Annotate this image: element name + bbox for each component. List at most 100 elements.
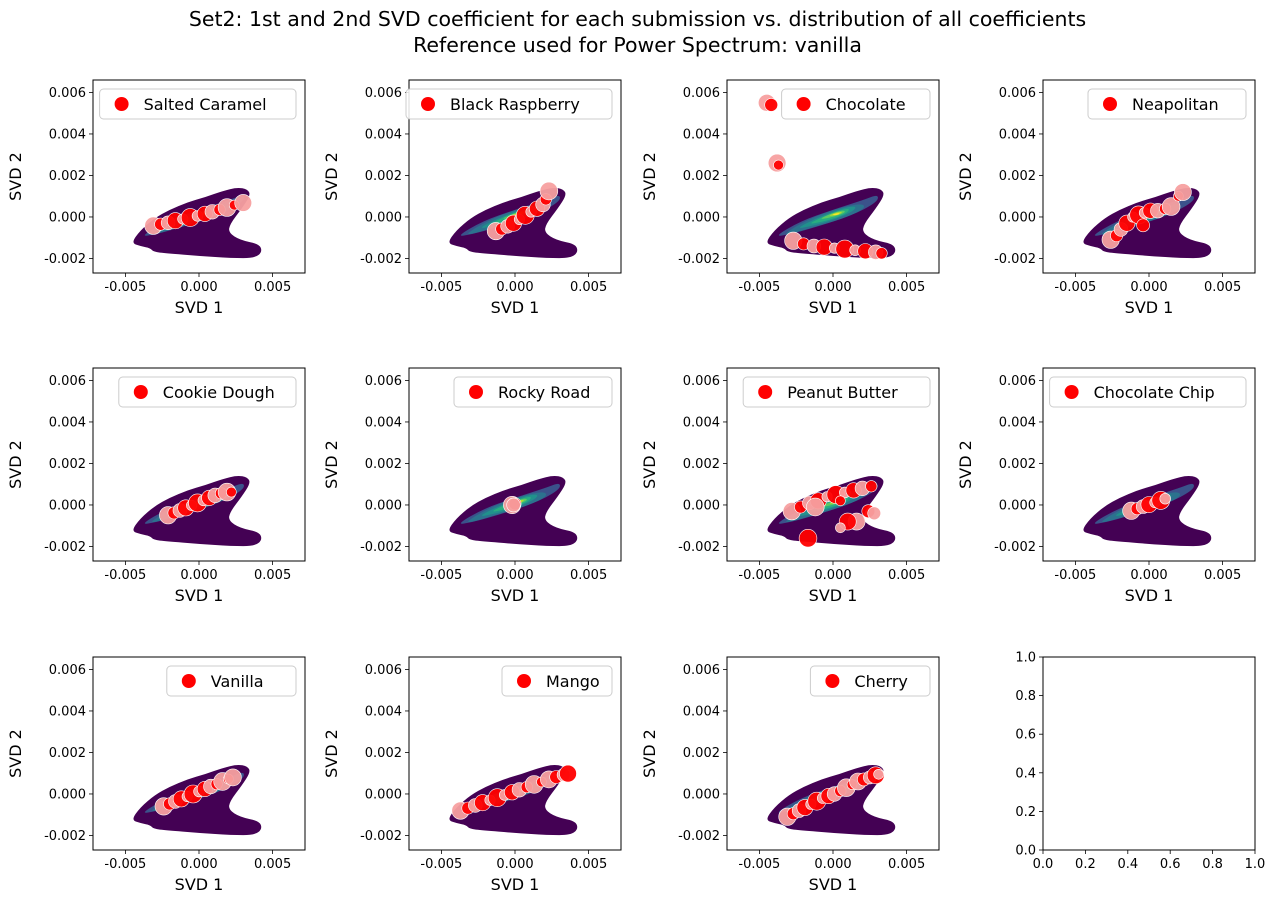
data-point	[1174, 183, 1192, 201]
data-point	[234, 194, 252, 212]
data-point	[1159, 493, 1171, 505]
y-tick-label: 0.000	[683, 787, 720, 802]
x-tick-label: -0.005	[1054, 280, 1096, 295]
x-tick-label: -0.005	[420, 568, 462, 583]
x-axis-label: SVD 1	[491, 298, 540, 317]
x-axis-label: SVD 1	[1125, 298, 1174, 317]
plot-area	[449, 475, 578, 547]
y-tick-label: -0.002	[678, 829, 720, 844]
y-tick-label: 0.000	[365, 498, 402, 513]
plot-area	[767, 764, 896, 836]
x-tick-label: 0.000	[180, 280, 217, 295]
y-tick-label: 0.002	[49, 169, 86, 184]
y-tick-label: -0.002	[360, 829, 402, 844]
x-tick-label: 0.4	[1117, 857, 1138, 872]
y-tick-label: 0.006	[49, 663, 86, 678]
legend-box	[118, 376, 297, 408]
legend-marker	[469, 385, 483, 399]
x-tick-label: 1.0	[1245, 857, 1266, 872]
legend-box	[405, 88, 613, 120]
panel-chocolate: -0.005 0.000 0.005 -0.002 0.000 0.002 0.004 0.0…	[640, 79, 940, 317]
x-tick-label: -0.005	[104, 280, 146, 295]
x-tick-label: -0.005	[104, 568, 146, 583]
x-axis-label: SVD 1	[175, 298, 224, 317]
y-tick-label: 0.6	[1015, 728, 1036, 743]
kde-level-7	[832, 213, 840, 216]
legend-label: Black Raspberry	[450, 95, 580, 114]
x-tick-label: 0.005	[1204, 568, 1241, 583]
y-tick-label: 0.004	[999, 415, 1036, 430]
title-line-2: Reference used for Power Spectrum: vanil…	[413, 33, 862, 57]
data-point	[539, 181, 559, 201]
data-point	[867, 506, 882, 521]
y-tick-label: -0.002	[678, 252, 720, 267]
y-tick-label: 0.000	[683, 498, 720, 513]
x-tick-label: 0.005	[254, 857, 291, 872]
y-tick-label: 0.006	[999, 374, 1036, 389]
y-tick-label: 0.006	[683, 663, 720, 678]
y-axis-label: SVD 2	[640, 440, 659, 489]
x-tick-label: -0.005	[738, 568, 780, 583]
y-tick-label: 0.000	[49, 787, 86, 802]
panel-cookie-dough: -0.005 0.000 0.005 -0.002 0.000 0.002 0.004 0.0…	[6, 367, 306, 605]
x-tick-label: 0.000	[814, 568, 851, 583]
y-tick-label: 0.002	[683, 169, 720, 184]
y-axis-label: SVD 2	[956, 440, 975, 489]
x-tick-label: 0.2	[1075, 857, 1096, 872]
x-tick-label: 0.000	[814, 280, 851, 295]
panel-chocolate-chip: -0.005 0.000 0.005 -0.002 0.000 0.002 0.004 0.0…	[956, 367, 1256, 605]
legend-label: Neapolitan	[1132, 95, 1219, 114]
y-tick-label: 0.006	[683, 374, 720, 389]
x-tick-label: 0.000	[180, 857, 217, 872]
y-tick-label: 0.004	[683, 415, 720, 430]
x-tick-label: 0.005	[888, 280, 925, 295]
y-tick-label: -0.002	[360, 540, 402, 555]
y-tick-label: 0.004	[365, 704, 402, 719]
y-tick-label: 0.002	[683, 457, 720, 472]
y-tick-label: 0.004	[365, 415, 402, 430]
x-axis-label: SVD 1	[809, 586, 858, 605]
y-axis-label: SVD 2	[322, 440, 341, 489]
y-tick-label: -0.002	[44, 252, 86, 267]
y-axis-label: SVD 2	[6, 440, 25, 489]
panel-black-raspberry: -0.005 0.000 0.005 -0.002 0.000 0.002 0.004 0.0…	[322, 79, 622, 317]
x-tick-label: 0.005	[570, 568, 607, 583]
y-axis-label: SVD 2	[322, 152, 341, 201]
panel-neapolitan: -0.005 0.000 0.005 -0.002 0.000 0.002 0.004 0.0…	[956, 79, 1256, 317]
plot-area	[449, 181, 578, 259]
y-tick-label: 0.002	[365, 169, 402, 184]
y-tick-label: 0.000	[365, 210, 402, 225]
axes-frame	[1042, 656, 1256, 851]
data-point	[806, 497, 825, 517]
x-tick-label: 0.0	[1033, 857, 1054, 872]
y-tick-label: 0.006	[365, 86, 402, 101]
y-tick-label: -0.002	[44, 829, 86, 844]
legend-marker	[517, 674, 531, 688]
x-tick-label: 0.000	[496, 568, 533, 583]
legend-label: Chocolate Chip	[1094, 383, 1215, 402]
legend-marker	[1103, 97, 1117, 111]
data-point	[835, 522, 846, 534]
x-tick-label: 0.005	[888, 857, 925, 872]
y-axis-label: SVD 2	[640, 729, 659, 778]
x-axis-label: SVD 1	[175, 586, 224, 605]
panel-cherry: -0.005 0.000 0.005 -0.002 0.000 0.002 0.004 0.0…	[640, 656, 940, 894]
x-tick-label: 0.000	[814, 857, 851, 872]
y-tick-label: -0.002	[994, 252, 1036, 267]
legend-box	[1049, 376, 1247, 408]
x-axis-label: SVD 1	[491, 875, 540, 894]
panel-mango: -0.005 0.000 0.005 -0.002 0.000 0.002 0.004 0.0…	[322, 656, 622, 894]
legend-marker	[114, 97, 129, 111]
y-tick-label: -0.002	[360, 252, 402, 267]
y-tick-label: 0.004	[683, 704, 720, 719]
y-tick-label: 0.002	[683, 746, 720, 761]
data-point	[1161, 197, 1181, 216]
y-tick-label: 0.0	[1015, 844, 1036, 859]
legend-marker	[796, 97, 811, 111]
y-tick-label: 0.006	[999, 86, 1036, 101]
legend-marker	[1064, 385, 1079, 399]
data-point	[865, 480, 878, 493]
y-tick-label: 0.000	[683, 210, 720, 225]
